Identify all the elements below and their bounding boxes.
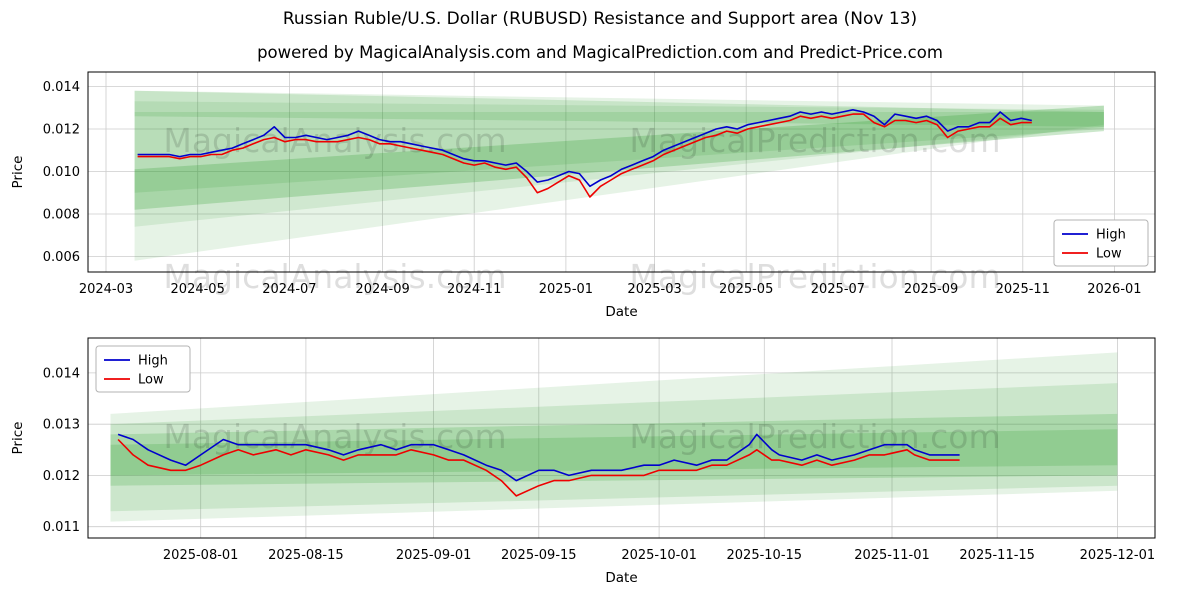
svg-text:0.013: 0.013 bbox=[43, 418, 80, 433]
svg-text:0.014: 0.014 bbox=[43, 366, 80, 381]
svg-text:2025-10-15: 2025-10-15 bbox=[727, 548, 803, 563]
svg-text:2025-05: 2025-05 bbox=[719, 282, 773, 297]
svg-text:2024-09: 2024-09 bbox=[355, 282, 409, 297]
x-axis-label: Date bbox=[605, 304, 637, 320]
watermark-text: MagicalPrediction.com bbox=[629, 121, 1000, 160]
grid bbox=[88, 338, 1155, 538]
watermark-text: MagicalPrediction.com bbox=[629, 257, 1000, 296]
svg-text:2025-01: 2025-01 bbox=[539, 282, 593, 297]
svg-text:0.010: 0.010 bbox=[43, 165, 80, 180]
price-chart-recent: MagicalAnalysis.com MagicalPrediction.com… bbox=[10, 337, 1156, 586]
support-resistance-band bbox=[134, 105, 1104, 210]
support-resistance-band bbox=[110, 429, 1118, 476]
svg-text:2026-01: 2026-01 bbox=[1087, 282, 1141, 297]
support-resistance-band bbox=[110, 383, 1118, 512]
price-chart-full-container: MagicalAnalysis.com MagicalPrediction.com… bbox=[0, 64, 1200, 326]
support-resistance-bands bbox=[110, 352, 1118, 522]
svg-text:2025-07: 2025-07 bbox=[811, 282, 865, 297]
grid bbox=[88, 72, 1155, 272]
support-resistance-band bbox=[110, 413, 1118, 486]
svg-text:2024-07: 2024-07 bbox=[262, 282, 316, 297]
svg-text:0.012: 0.012 bbox=[43, 469, 80, 484]
y-axis-label: Price bbox=[10, 156, 26, 189]
svg-text:2025-03: 2025-03 bbox=[627, 282, 681, 297]
y-axis-label: Price bbox=[10, 422, 26, 455]
plot-border bbox=[87, 337, 1156, 539]
legend-label: Low bbox=[138, 373, 164, 388]
support-resistance-band bbox=[134, 90, 1104, 127]
x-tick-labels: 2024-03 2024-05 2024-07 2024-09 2024-11 2025-… bbox=[79, 282, 1142, 297]
watermark-text: MagicalAnalysis.com bbox=[163, 417, 506, 456]
svg-text:2024-11: 2024-11 bbox=[447, 282, 501, 297]
support-resistance-band bbox=[134, 112, 1104, 193]
watermark-text: MagicalPrediction.com bbox=[629, 417, 1000, 456]
x-tick-labels: 2025-08-01 2025-08-15 2025-09-01 2025-09-15… bbox=[163, 548, 1155, 563]
y-tick-labels: 0.011 0.012 0.013 0.014 bbox=[43, 366, 80, 535]
svg-text:2025-11: 2025-11 bbox=[996, 282, 1050, 297]
page-title: Russian Ruble/U.S. Dollar (RUBUSD) Resis… bbox=[282, 9, 918, 29]
x-axis-label: Date bbox=[605, 570, 637, 586]
svg-text:0.014: 0.014 bbox=[43, 80, 80, 95]
support-resistance-band bbox=[110, 352, 1118, 522]
svg-text:2025-08-01: 2025-08-01 bbox=[163, 548, 239, 563]
price-chart-recent-container: MagicalAnalysis.com MagicalPrediction.com… bbox=[0, 330, 1200, 600]
svg-text:2025-11-15: 2025-11-15 bbox=[959, 548, 1035, 563]
legend: High Low bbox=[95, 345, 191, 393]
series-low-line bbox=[117, 438, 960, 497]
svg-text:0.011: 0.011 bbox=[43, 520, 80, 535]
legend-label: Low bbox=[1096, 247, 1122, 262]
legend: High Low bbox=[1053, 219, 1149, 267]
svg-text:2025-09: 2025-09 bbox=[904, 282, 958, 297]
svg-text:2024-05: 2024-05 bbox=[171, 282, 225, 297]
series-low-line bbox=[137, 113, 1032, 198]
svg-text:2025-10-01: 2025-10-01 bbox=[621, 548, 697, 563]
series-high-line bbox=[137, 108, 1032, 188]
svg-text:2025-09-15: 2025-09-15 bbox=[501, 548, 577, 563]
page-subtitle: powered by MagicalAnalysis.com and Magic… bbox=[257, 43, 943, 62]
watermark-text: MagicalAnalysis.com bbox=[163, 257, 506, 296]
support-resistance-band bbox=[134, 101, 1104, 227]
svg-text:2025-08-15: 2025-08-15 bbox=[268, 548, 344, 563]
watermarks: MagicalAnalysis.com MagicalPrediction.com bbox=[163, 417, 1000, 456]
legend-label: High bbox=[138, 354, 168, 369]
y-tick-labels: 0.006 0.008 0.010 0.012 0.014 bbox=[43, 80, 80, 265]
legend-label: High bbox=[1096, 228, 1126, 243]
svg-text:0.008: 0.008 bbox=[43, 208, 80, 223]
price-chart-full: MagicalAnalysis.com MagicalPrediction.com… bbox=[10, 71, 1156, 320]
svg-text:2024-03: 2024-03 bbox=[79, 282, 133, 297]
svg-text:0.006: 0.006 bbox=[43, 250, 80, 265]
support-resistance-bands bbox=[134, 90, 1104, 261]
svg-text:0.012: 0.012 bbox=[43, 123, 80, 138]
svg-text:2025-11-01: 2025-11-01 bbox=[854, 548, 930, 563]
series-high-line bbox=[117, 433, 960, 482]
plot-border bbox=[87, 71, 1156, 273]
svg-text:2025-12-01: 2025-12-01 bbox=[1080, 548, 1156, 563]
svg-text:2025-09-01: 2025-09-01 bbox=[396, 548, 472, 563]
